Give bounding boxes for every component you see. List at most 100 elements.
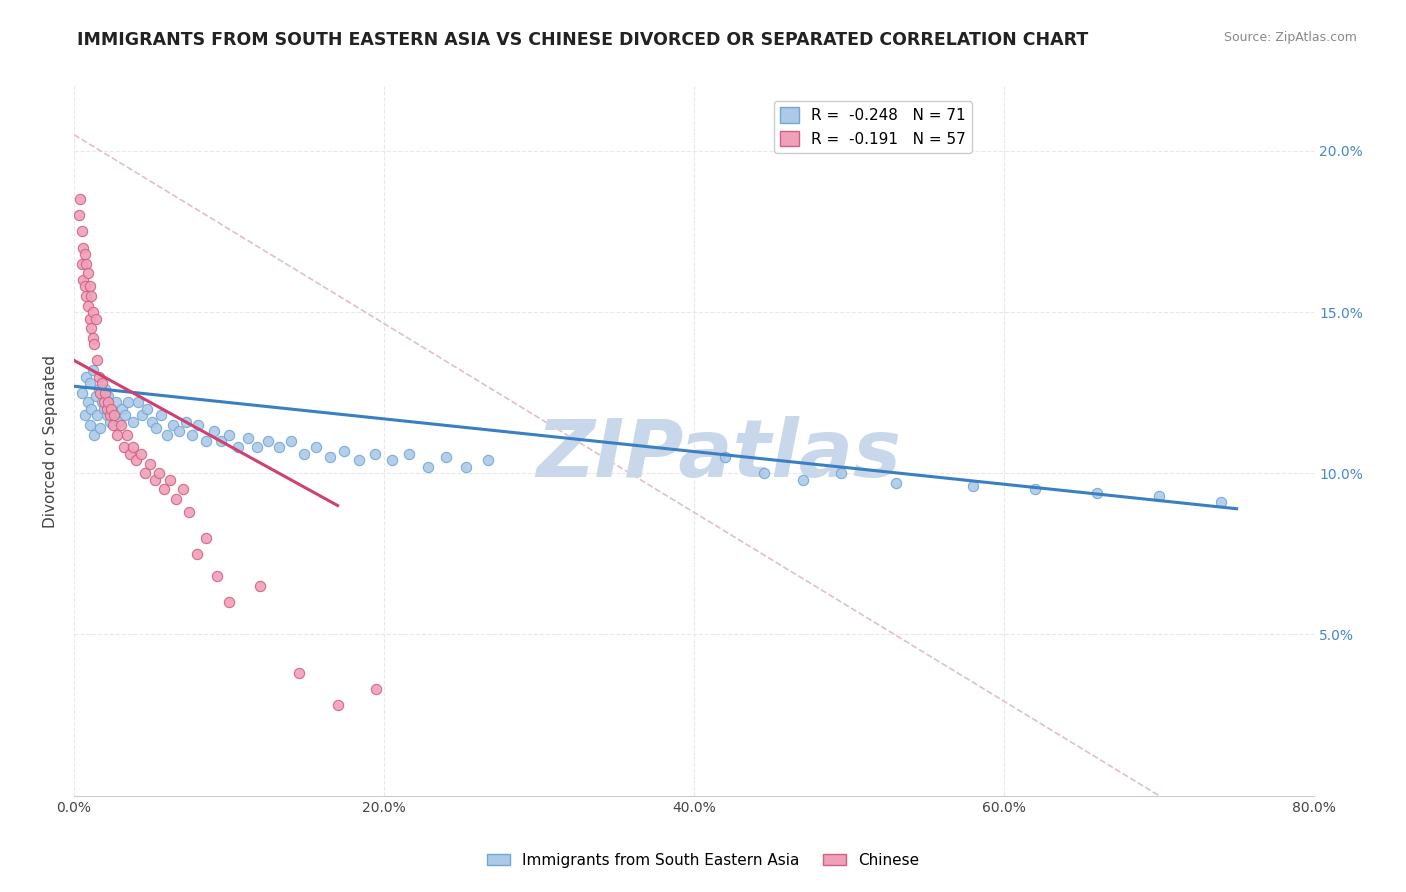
Point bbox=[172, 483, 194, 497]
Point bbox=[218, 427, 240, 442]
Point bbox=[96, 401, 118, 416]
Point bbox=[349, 453, 371, 467]
Point bbox=[77, 266, 100, 280]
Text: Source: ZipAtlas.com: Source: ZipAtlas.com bbox=[1223, 31, 1357, 45]
Point bbox=[80, 321, 103, 335]
Point bbox=[76, 289, 98, 303]
Point bbox=[129, 447, 152, 461]
Point bbox=[70, 257, 93, 271]
Point bbox=[165, 491, 187, 506]
Point bbox=[122, 441, 145, 455]
Point bbox=[114, 409, 136, 423]
Point bbox=[76, 369, 98, 384]
Point bbox=[267, 441, 290, 455]
Point bbox=[108, 415, 131, 429]
Point bbox=[97, 389, 120, 403]
Point bbox=[94, 383, 117, 397]
Point bbox=[89, 385, 111, 400]
Point bbox=[228, 441, 250, 455]
Point bbox=[434, 450, 457, 465]
Point bbox=[153, 483, 176, 497]
Point bbox=[98, 415, 121, 429]
Point bbox=[366, 682, 388, 697]
Point bbox=[101, 409, 124, 423]
Point bbox=[218, 595, 240, 609]
Point bbox=[280, 434, 302, 448]
Point bbox=[246, 441, 269, 455]
Point bbox=[288, 666, 311, 681]
Point bbox=[162, 417, 184, 432]
Point bbox=[67, 208, 90, 222]
Point bbox=[84, 389, 107, 403]
Point bbox=[82, 305, 104, 319]
Point bbox=[79, 279, 101, 293]
Point bbox=[136, 401, 159, 416]
Point bbox=[209, 434, 232, 448]
Point bbox=[77, 299, 100, 313]
Point bbox=[125, 453, 148, 467]
Point bbox=[98, 409, 121, 423]
Point bbox=[205, 569, 228, 583]
Point bbox=[257, 434, 280, 448]
Legend: R =  -0.248   N = 71, R =  -0.191   N = 57: R = -0.248 N = 71, R = -0.191 N = 57 bbox=[775, 101, 972, 153]
Point bbox=[93, 395, 115, 409]
Point bbox=[177, 505, 200, 519]
Point bbox=[94, 385, 117, 400]
Point bbox=[97, 395, 120, 409]
Point bbox=[381, 453, 404, 467]
Point bbox=[96, 409, 118, 423]
Point bbox=[82, 363, 104, 377]
Point bbox=[80, 289, 103, 303]
Point bbox=[80, 401, 103, 416]
Point bbox=[84, 311, 107, 326]
Point bbox=[398, 447, 420, 461]
Point bbox=[194, 434, 217, 448]
Point bbox=[145, 421, 167, 435]
Point bbox=[249, 579, 271, 593]
Point bbox=[792, 473, 814, 487]
Point bbox=[111, 401, 134, 416]
Point bbox=[830, 467, 852, 481]
Point bbox=[139, 457, 162, 471]
Point bbox=[962, 479, 984, 493]
Point bbox=[73, 247, 96, 261]
Point bbox=[91, 395, 114, 409]
Point bbox=[118, 447, 141, 461]
Point bbox=[77, 395, 100, 409]
Point bbox=[477, 453, 499, 467]
Point bbox=[714, 450, 737, 465]
Point bbox=[103, 409, 125, 423]
Point bbox=[884, 475, 907, 490]
Point bbox=[79, 311, 101, 326]
Text: IMMIGRANTS FROM SOUTH EASTERN ASIA VS CHINESE DIVORCED OR SEPARATED CORRELATION : IMMIGRANTS FROM SOUTH EASTERN ASIA VS CH… bbox=[77, 31, 1088, 49]
Point bbox=[91, 376, 114, 390]
Point bbox=[117, 395, 139, 409]
Point bbox=[292, 447, 315, 461]
Point bbox=[83, 337, 105, 351]
Point bbox=[149, 409, 172, 423]
Y-axis label: Divorced or Separated: Divorced or Separated bbox=[44, 354, 58, 527]
Point bbox=[100, 401, 122, 416]
Point bbox=[194, 531, 217, 545]
Point bbox=[186, 547, 208, 561]
Point bbox=[305, 441, 328, 455]
Point bbox=[319, 450, 342, 465]
Point bbox=[93, 401, 115, 416]
Point bbox=[100, 401, 122, 416]
Point bbox=[87, 383, 110, 397]
Point bbox=[456, 459, 478, 474]
Point bbox=[72, 241, 94, 255]
Point bbox=[202, 425, 225, 439]
Point bbox=[187, 417, 209, 432]
Point bbox=[83, 427, 105, 442]
Point bbox=[115, 427, 138, 442]
Point bbox=[73, 279, 96, 293]
Point bbox=[73, 409, 96, 423]
Point bbox=[82, 331, 104, 345]
Point bbox=[131, 409, 153, 423]
Text: ZIPatlas: ZIPatlas bbox=[537, 417, 901, 494]
Point bbox=[364, 447, 387, 461]
Point bbox=[174, 415, 197, 429]
Point bbox=[1085, 485, 1108, 500]
Point bbox=[112, 441, 135, 455]
